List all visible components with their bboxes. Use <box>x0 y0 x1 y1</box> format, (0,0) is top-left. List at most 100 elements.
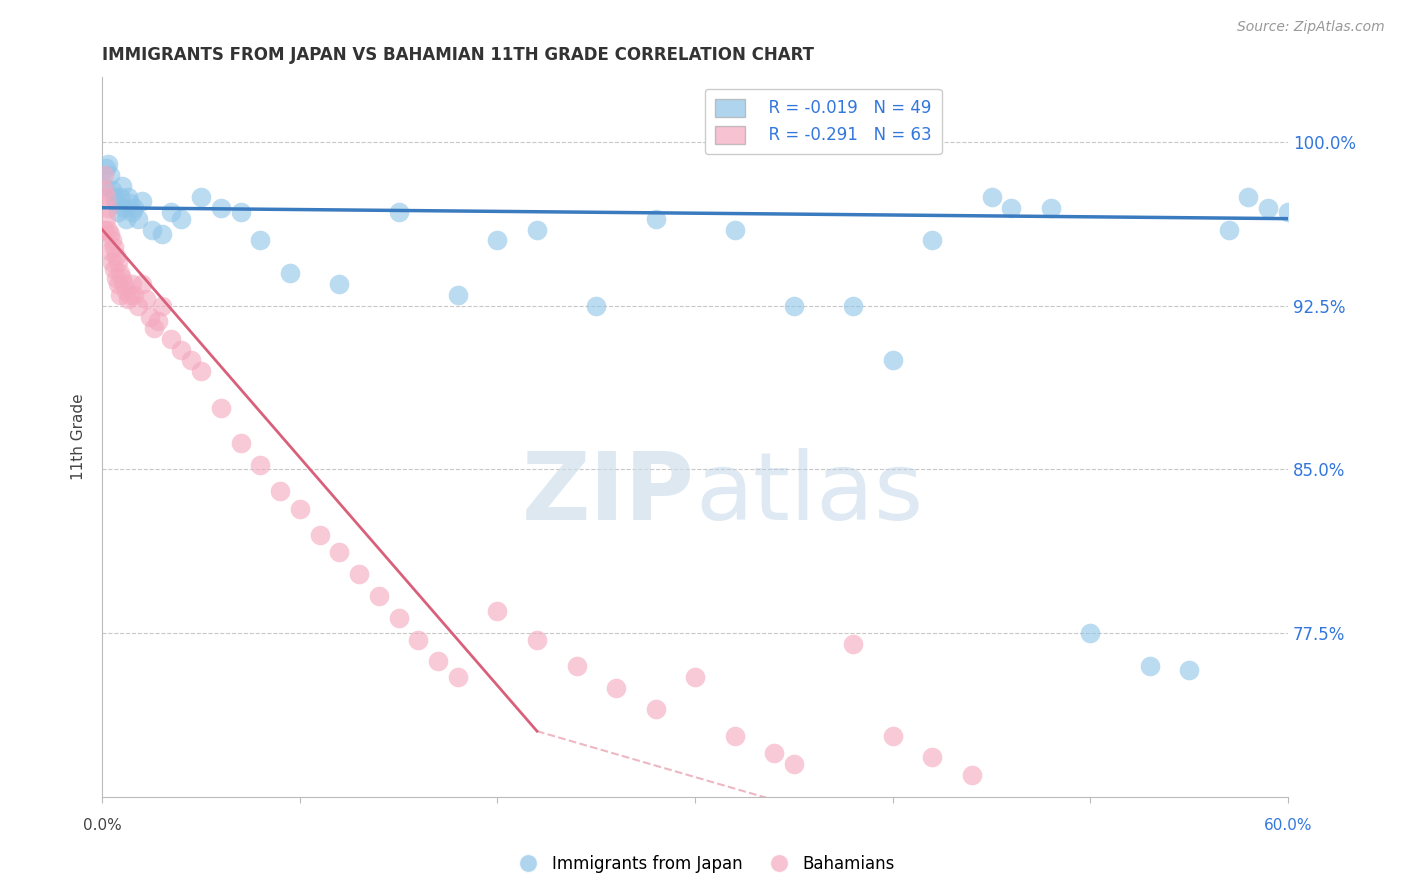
Point <box>842 299 865 313</box>
Point <box>269 484 291 499</box>
Point <box>93 168 115 182</box>
Point <box>108 190 131 204</box>
Point <box>122 288 145 302</box>
Point <box>388 205 411 219</box>
Point <box>882 353 904 368</box>
Point <box>249 234 271 248</box>
Point <box>160 332 183 346</box>
Point <box>1237 190 1260 204</box>
Point <box>1080 626 1102 640</box>
Point <box>93 222 115 236</box>
Point <box>121 277 143 291</box>
Point <box>763 746 786 760</box>
Point <box>103 261 125 276</box>
Point <box>142 320 165 334</box>
Point <box>723 222 745 236</box>
Point <box>107 205 129 219</box>
Point <box>118 196 141 211</box>
Point <box>1178 663 1201 677</box>
Point <box>111 178 134 193</box>
Point <box>526 632 548 647</box>
Point <box>101 234 124 248</box>
Point <box>367 589 389 603</box>
Point <box>112 201 135 215</box>
Point <box>97 157 120 171</box>
Point <box>783 299 806 313</box>
Point <box>1000 201 1022 215</box>
Point <box>644 702 666 716</box>
Point <box>98 227 121 241</box>
Point <box>118 288 141 302</box>
Point <box>127 299 149 313</box>
Point <box>526 222 548 236</box>
Point <box>783 756 806 771</box>
Point <box>96 211 118 226</box>
Point <box>229 436 252 450</box>
Point <box>486 604 509 618</box>
Point <box>93 178 115 193</box>
Point <box>278 266 301 280</box>
Point <box>486 234 509 248</box>
Point <box>108 266 131 280</box>
Text: Source: ZipAtlas.com: Source: ZipAtlas.com <box>1237 20 1385 34</box>
Point <box>585 299 607 313</box>
Point <box>96 190 118 204</box>
Point <box>115 211 138 226</box>
Point <box>605 681 627 695</box>
Point <box>683 670 706 684</box>
Point <box>117 293 139 307</box>
Point <box>150 299 173 313</box>
Text: atlas: atlas <box>695 449 924 541</box>
Point <box>921 750 943 764</box>
Point <box>141 222 163 236</box>
Y-axis label: 11th Grade: 11th Grade <box>72 393 86 480</box>
Point <box>127 211 149 226</box>
Point <box>209 201 232 215</box>
Point <box>131 277 153 291</box>
Point <box>121 205 143 219</box>
Point <box>117 190 139 204</box>
Point <box>960 768 983 782</box>
Point <box>111 270 134 285</box>
Point <box>229 205 252 219</box>
Point <box>328 277 350 291</box>
Point <box>921 234 943 248</box>
Text: IMMIGRANTS FROM JAPAN VS BAHAMIAN 11TH GRADE CORRELATION CHART: IMMIGRANTS FROM JAPAN VS BAHAMIAN 11TH G… <box>103 46 814 64</box>
Point <box>170 343 193 357</box>
Point <box>190 364 212 378</box>
Point <box>160 205 183 219</box>
Point <box>180 353 202 368</box>
Point <box>388 611 411 625</box>
Point <box>190 190 212 204</box>
Point <box>1039 201 1062 215</box>
Point <box>565 658 588 673</box>
Point <box>98 244 121 259</box>
Point <box>723 729 745 743</box>
Point <box>98 168 121 182</box>
Point <box>447 670 470 684</box>
Point <box>328 545 350 559</box>
Point <box>107 277 129 291</box>
Point <box>112 277 135 291</box>
Point <box>97 222 120 236</box>
Legend: Immigrants from Japan, Bahamians: Immigrants from Japan, Bahamians <box>505 848 901 880</box>
Point <box>105 249 128 263</box>
Point <box>447 288 470 302</box>
Point <box>107 255 129 269</box>
Point <box>1139 658 1161 673</box>
Point <box>1218 222 1240 236</box>
Text: ZIP: ZIP <box>522 449 695 541</box>
Point <box>135 293 157 307</box>
Text: 60.0%: 60.0% <box>1264 818 1312 833</box>
Point <box>408 632 430 647</box>
Point <box>103 190 125 204</box>
Point <box>308 528 330 542</box>
Point <box>1277 205 1299 219</box>
Text: 0.0%: 0.0% <box>83 818 121 833</box>
Point <box>347 567 370 582</box>
Point <box>1257 201 1279 215</box>
Point <box>138 310 160 324</box>
Point <box>103 240 125 254</box>
Point <box>146 314 169 328</box>
Point <box>842 637 865 651</box>
